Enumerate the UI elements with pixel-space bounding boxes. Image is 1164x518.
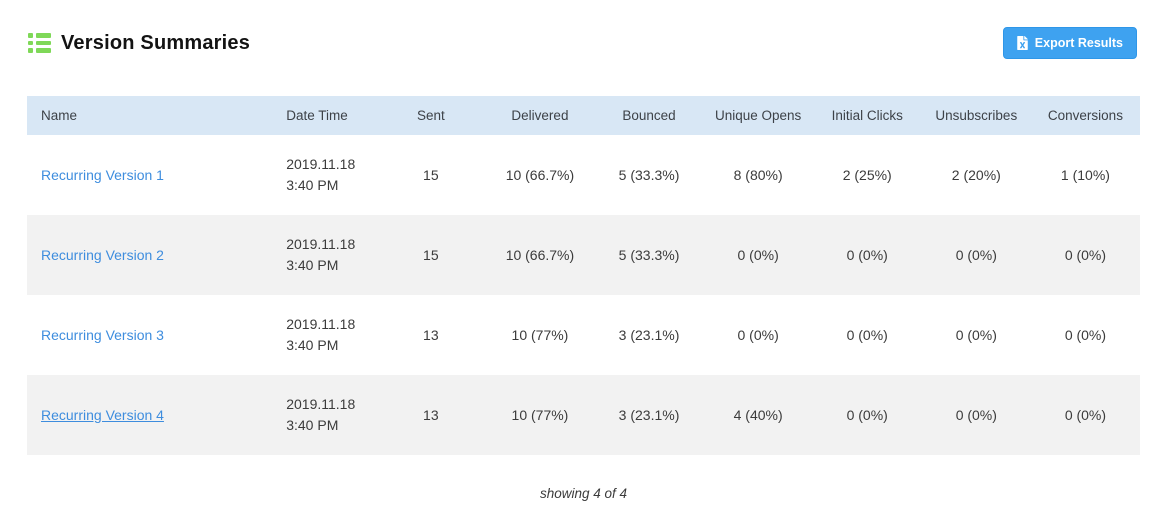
sent-cell: 15 — [423, 247, 439, 263]
export-results-button[interactable]: Export Results — [1002, 27, 1137, 59]
name-cell: Recurring Version 1 — [27, 135, 272, 215]
version-name-link[interactable]: Recurring Version 3 — [41, 327, 164, 343]
title-wrap: Version Summaries — [28, 32, 250, 55]
delivered-cell: 10 (66.7%) — [505, 167, 575, 183]
table-row: Recurring Version 1 2019.11.18 3:40 PM 15 10… — [27, 135, 1140, 215]
column-header-unique-opens: Unique Opens — [714, 108, 802, 123]
column-header-initial-clicks: Initial Clicks — [831, 108, 903, 123]
table-row: Recurring Version 4 2019.11.18 3:40 PM 13 10… — [27, 375, 1140, 455]
bounced-cell: 5 (33.3%) — [618, 247, 680, 263]
version-name-link[interactable]: Recurring Version 2 — [41, 247, 164, 263]
unsubscribes-cell: 0 (0%) — [955, 327, 997, 343]
name-cell: Recurring Version 3 — [27, 295, 272, 375]
name-cell: Recurring Version 2 — [27, 215, 272, 295]
conversions-cell: 1 (10%) — [1060, 167, 1110, 183]
column-header-sent: Sent — [416, 108, 445, 123]
bounced-cell: 5 (33.3%) — [618, 167, 680, 183]
column-header-name: Name — [41, 108, 78, 123]
version-summaries-table: Name Date Time Sent Delivered Bounced Unique … — [27, 96, 1140, 455]
footer-status: showing 4 of 4 — [539, 486, 628, 501]
unique-opens-cell: 8 (80%) — [733, 167, 783, 183]
table-body: Recurring Version 1 2019.11.18 3:40 PM 15 10… — [27, 135, 1140, 455]
date-time-cell: 2019.11.18 3:40 PM — [286, 316, 356, 353]
bounced-cell: 3 (23.1%) — [618, 327, 680, 343]
unsubscribes-cell: 2 (20%) — [951, 167, 1001, 183]
unsubscribes-cell: 0 (0%) — [955, 407, 997, 423]
excel-file-icon — [1017, 36, 1028, 50]
initial-clicks-cell: 0 (0%) — [846, 407, 888, 423]
name-cell: Recurring Version 4 — [27, 375, 272, 455]
unique-opens-cell: 4 (40%) — [733, 407, 783, 423]
date-time-cell: 2019.11.18 3:40 PM — [286, 396, 356, 433]
sent-cell: 13 — [423, 327, 439, 343]
unique-opens-cell: 0 (0%) — [737, 327, 779, 343]
initial-clicks-cell: 0 (0%) — [846, 327, 888, 343]
conversions-cell: 0 (0%) — [1064, 327, 1107, 343]
sent-cell: 15 — [423, 167, 439, 183]
initial-clicks-cell: 0 (0%) — [846, 247, 888, 263]
version-name-link[interactable]: Recurring Version 1 — [41, 167, 164, 183]
table-row: Recurring Version 3 2019.11.18 3:40 PM 13 10… — [27, 295, 1140, 375]
page-title: Version Summaries — [61, 31, 251, 54]
column-header-bounced: Bounced — [622, 108, 676, 123]
delivered-cell: 10 (66.7%) — [505, 247, 575, 263]
delivered-cell: 10 (77%) — [511, 407, 569, 423]
column-header-unsubscribes: Unsubscribes — [935, 108, 1018, 123]
unsubscribes-cell: 0 (0%) — [955, 247, 997, 263]
sent-cell: 13 — [423, 407, 439, 423]
conversions-cell: 0 (0%) — [1064, 407, 1107, 423]
page-header: Version Summaries Export Results — [0, 0, 1164, 60]
delivered-cell: 10 (77%) — [511, 327, 569, 343]
version-name-link[interactable]: Recurring Version 4 — [41, 407, 164, 423]
unique-opens-cell: 0 (0%) — [737, 247, 779, 263]
date-time-cell: 2019.11.18 3:40 PM — [286, 236, 356, 273]
conversions-cell: 0 (0%) — [1064, 247, 1107, 263]
export-results-label: Export Results — [1034, 36, 1123, 50]
list-icon — [28, 33, 51, 53]
table-row: Recurring Version 2 2019.11.18 3:40 PM 15 10… — [27, 215, 1140, 295]
date-time-cell: 2019.11.18 3:40 PM — [286, 156, 356, 193]
table-wrap: Name Date Time Sent Delivered Bounced Unique … — [27, 96, 1140, 455]
initial-clicks-cell: 2 (25%) — [842, 167, 892, 183]
column-header-conversions: Conversions — [1047, 108, 1123, 123]
table-header-row: Name Date Time Sent Delivered Bounced Unique … — [27, 96, 1140, 135]
column-header-date-time: Date Time — [286, 108, 348, 123]
column-header-delivered: Delivered — [511, 108, 569, 123]
bounced-cell: 3 (23.1%) — [618, 407, 680, 423]
